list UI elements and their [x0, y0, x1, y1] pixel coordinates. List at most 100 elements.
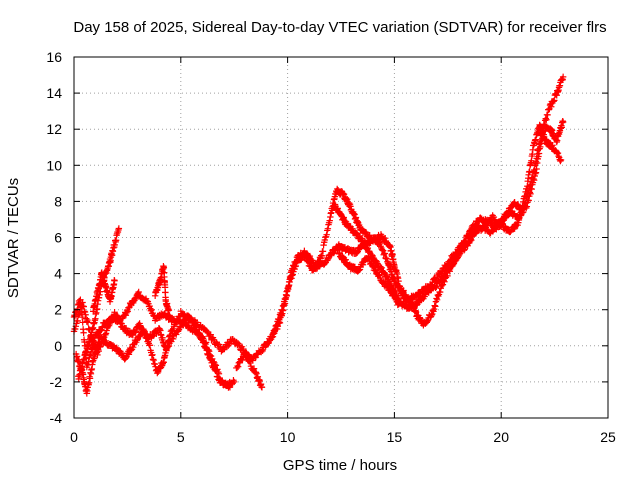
data-point — [271, 328, 278, 335]
data-point — [365, 254, 372, 262]
data-point — [554, 149, 562, 157]
data-point — [543, 116, 550, 123]
data-point — [433, 283, 440, 291]
data-point — [229, 380, 236, 387]
data-point — [374, 260, 381, 267]
data-point — [391, 276, 398, 283]
data-point — [83, 315, 90, 322]
x-axis-label: GPS time / hours — [283, 457, 397, 474]
series-trace-g — [331, 121, 565, 313]
y-axis-label: SDTVAR / TECUs — [5, 178, 22, 298]
x-tick-label: 0 — [70, 429, 78, 445]
data-point — [206, 351, 213, 359]
data-point — [527, 178, 535, 186]
data-point — [179, 320, 186, 327]
data-point — [273, 321, 281, 329]
data-point — [199, 335, 207, 342]
data-point — [381, 250, 389, 257]
data-point — [525, 189, 532, 197]
data-point — [86, 375, 94, 382]
series-trace-i — [151, 262, 174, 322]
data-point — [382, 237, 390, 245]
data-point — [395, 301, 402, 308]
data-point — [449, 261, 457, 268]
data-point — [163, 347, 170, 354]
data-point — [210, 358, 217, 365]
axis-ticks: 0 5 10 15 20 25 -4 -2 0 2 4 6 8 10 12 14 16 — [46, 49, 616, 445]
data-point — [125, 351, 133, 358]
data-point — [551, 97, 558, 104]
data-point — [201, 340, 209, 347]
data-point — [276, 316, 283, 324]
data-point — [528, 175, 535, 183]
y-tick-label: 4 — [54, 266, 62, 282]
data-point — [414, 292, 421, 300]
data-point — [532, 158, 540, 165]
data-point — [205, 348, 213, 355]
data-point — [316, 258, 323, 266]
y-tick-label: 8 — [54, 193, 62, 209]
data-point — [522, 188, 529, 196]
data-point — [214, 366, 221, 373]
y-tick-label: -2 — [50, 374, 63, 390]
data-point — [432, 284, 439, 292]
y-tick-label: 6 — [54, 230, 62, 246]
data-point — [82, 311, 89, 318]
data-point — [380, 251, 387, 258]
data-point — [209, 335, 216, 342]
series-trace-e — [233, 350, 266, 391]
data-point — [258, 384, 266, 391]
data-point — [429, 307, 437, 314]
data-point — [433, 296, 441, 304]
data-point — [115, 225, 123, 232]
x-tick-label: 15 — [387, 429, 403, 445]
data-point — [127, 347, 134, 354]
data-point — [364, 244, 372, 252]
data-point — [246, 358, 253, 365]
data-point — [85, 379, 93, 386]
data-point — [484, 220, 491, 228]
data-point — [378, 232, 385, 240]
data-point — [527, 181, 534, 189]
data-point — [360, 239, 368, 246]
data-point — [382, 234, 389, 242]
data-point — [277, 311, 285, 318]
data-point — [223, 343, 230, 351]
data-point — [370, 263, 377, 271]
data-point — [150, 356, 157, 364]
data-point — [557, 156, 565, 164]
data-point — [318, 252, 325, 260]
y-tick-label: 12 — [46, 121, 62, 137]
data-point — [516, 214, 523, 222]
data-point — [84, 319, 92, 326]
data-point — [376, 239, 383, 246]
data-point — [211, 361, 219, 368]
data-point — [148, 352, 156, 359]
data-point — [461, 246, 468, 253]
data-point — [431, 302, 438, 309]
data-point — [424, 317, 431, 325]
data-point — [383, 255, 390, 263]
data-point — [239, 356, 246, 364]
data-point — [242, 352, 249, 360]
y-tick-label: 14 — [46, 85, 62, 101]
data-point — [282, 291, 290, 298]
data-point — [81, 308, 89, 316]
data-point — [302, 252, 310, 259]
y-tick-label: -4 — [50, 410, 63, 426]
data-point — [399, 288, 407, 295]
data-point — [391, 277, 399, 284]
y-tick-label: 2 — [54, 302, 62, 318]
data-point — [355, 267, 362, 274]
data-point — [521, 192, 529, 200]
data-point — [78, 303, 85, 310]
data-point — [353, 249, 361, 256]
data-point — [209, 355, 216, 363]
data-point — [517, 209, 524, 216]
data-point — [148, 306, 155, 313]
data-point — [440, 274, 447, 282]
data-point — [102, 330, 110, 337]
data-point — [137, 332, 144, 340]
data-point — [542, 115, 549, 122]
data-point — [292, 262, 300, 270]
